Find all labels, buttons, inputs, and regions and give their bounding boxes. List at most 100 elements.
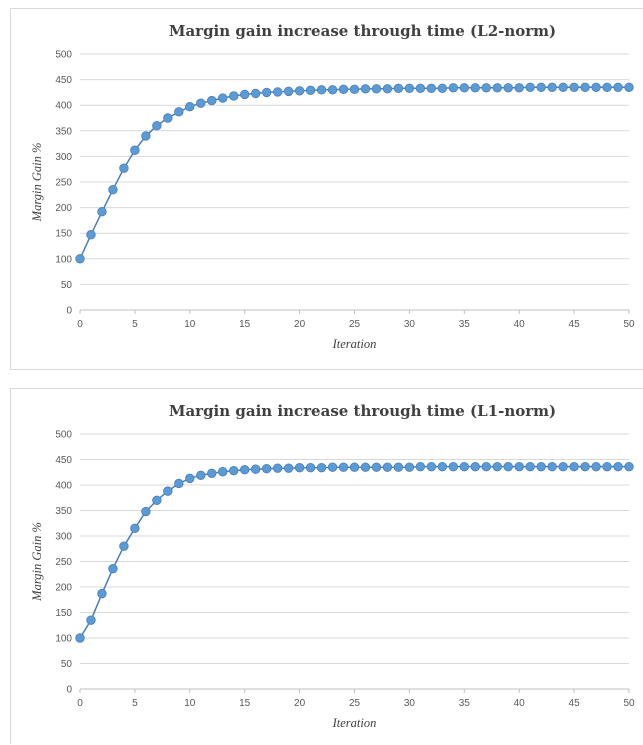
data-point	[174, 107, 184, 117]
y-tick-label: 300	[55, 152, 72, 163]
data-point	[207, 468, 217, 478]
x-tick-label: 50	[623, 698, 635, 709]
data-point	[349, 84, 360, 95]
data-point	[272, 463, 283, 473]
data-point	[426, 461, 437, 472]
data-point	[250, 464, 261, 474]
y-tick-label: 100	[55, 634, 72, 645]
data-point	[470, 461, 480, 472]
y-tick-label: 100	[55, 254, 72, 265]
x-axis-label: Iteration	[332, 716, 377, 730]
y-tick-label: 500	[55, 50, 72, 61]
y-tick-label: 400	[55, 101, 72, 112]
data-point	[580, 461, 590, 472]
data-point	[283, 463, 294, 473]
data-point	[448, 83, 459, 93]
data-point	[459, 461, 470, 472]
data-point	[415, 461, 426, 472]
x-tick-label: 10	[184, 698, 196, 709]
x-tick-label: 35	[459, 319, 471, 330]
x-tick-label: 15	[239, 698, 251, 709]
data-point	[613, 82, 623, 92]
data-point	[239, 464, 250, 475]
data-point	[514, 83, 524, 93]
data-point	[503, 461, 513, 472]
x-tick-label: 25	[349, 698, 361, 709]
x-tick-label: 50	[623, 319, 635, 330]
y-tick-label: 200	[55, 583, 72, 594]
data-point	[196, 470, 206, 481]
data-point	[119, 163, 129, 173]
data-point	[404, 462, 415, 472]
data-point	[196, 98, 206, 108]
data-point	[481, 83, 491, 93]
data-point	[141, 131, 151, 141]
x-tick-label: 10	[184, 319, 196, 330]
data-point	[75, 633, 85, 643]
data-point	[558, 461, 568, 472]
data-point	[86, 230, 96, 240]
data-point	[338, 462, 349, 472]
data-point	[536, 461, 546, 472]
data-point	[185, 473, 195, 484]
x-tick-label: 40	[514, 698, 526, 709]
data-point	[360, 462, 371, 472]
x-tick-label: 25	[349, 319, 361, 330]
data-point	[492, 83, 502, 93]
x-tick-label: 45	[569, 319, 581, 330]
data-point	[437, 83, 448, 94]
x-tick-label: 0	[77, 698, 83, 709]
x-tick-label: 0	[77, 319, 83, 330]
data-point	[97, 588, 107, 599]
data-point	[229, 91, 239, 101]
data-point	[459, 83, 470, 93]
data-point	[470, 83, 480, 93]
x-axis-label: Iteration	[332, 337, 377, 351]
data-point	[338, 84, 349, 95]
chart-title: Margin gain increase through time (L2-no…	[169, 22, 556, 40]
data-point	[371, 84, 382, 94]
y-tick-label: 50	[61, 280, 73, 291]
data-point	[239, 89, 250, 100]
data-point	[558, 82, 568, 92]
data-point	[591, 82, 601, 92]
data-point	[602, 461, 612, 472]
data-point	[536, 82, 546, 92]
y-tick-label: 150	[55, 608, 72, 619]
y-tick-label: 150	[55, 229, 72, 240]
data-point	[97, 206, 107, 217]
data-point	[261, 87, 272, 98]
data-point	[525, 82, 535, 92]
data-point	[250, 88, 261, 99]
data-point	[426, 83, 437, 94]
data-point	[152, 120, 162, 131]
data-point	[569, 461, 579, 472]
x-tick-label: 5	[132, 319, 138, 330]
data-point	[415, 83, 426, 94]
chart-l1-svg: Margin gain increase through time (L1-no…	[30, 402, 635, 730]
y-tick-label: 0	[66, 685, 72, 696]
data-point	[130, 523, 140, 534]
data-point	[86, 615, 96, 625]
data-point	[272, 87, 283, 97]
data-point	[371, 462, 382, 472]
data-point	[514, 461, 524, 472]
data-point	[492, 461, 502, 472]
chart-panel-l1: Margin gain increase through time (L1-no…	[10, 388, 643, 744]
data-point	[327, 85, 338, 95]
x-tick-label: 15	[239, 319, 251, 330]
data-point	[404, 83, 415, 94]
data-point	[108, 184, 118, 195]
data-point	[327, 462, 338, 472]
y-tick-label: 200	[55, 203, 72, 214]
y-tick-label: 450	[55, 75, 72, 86]
data-point	[174, 478, 184, 489]
chart-panel-l2: Margin gain increase through time (L2-no…	[10, 8, 643, 370]
data-point	[580, 82, 590, 92]
x-tick-label: 30	[404, 319, 416, 330]
data-point	[229, 466, 239, 476]
data-point	[602, 82, 612, 92]
data-point	[569, 82, 579, 92]
data-point	[218, 93, 228, 103]
chart-title: Margin gain increase through time (L1-no…	[169, 402, 556, 420]
